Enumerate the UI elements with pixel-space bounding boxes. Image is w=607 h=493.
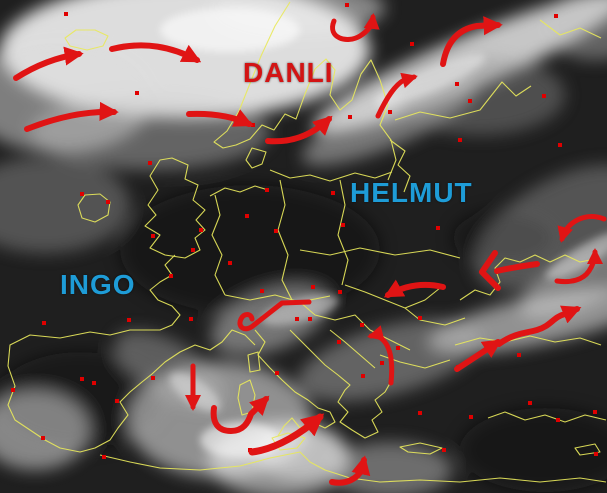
arrow-anatolia-lower <box>454 339 503 372</box>
arrow-east-inflow-upper <box>557 214 607 243</box>
city-marker <box>554 14 558 18</box>
arrow-balkan-crook <box>367 325 395 386</box>
city-marker <box>92 381 96 385</box>
city-marker <box>468 99 472 103</box>
city-marker <box>275 371 279 375</box>
city-marker <box>442 448 446 452</box>
city-marker <box>593 410 597 414</box>
city-marker <box>80 377 84 381</box>
city-marker <box>189 317 193 321</box>
country-borders <box>7 1 607 483</box>
city-marker <box>135 91 139 95</box>
pressure-system-label-ingo: INGO <box>60 269 136 300</box>
city-marker <box>295 317 299 321</box>
city-marker <box>418 316 422 320</box>
city-marker <box>151 234 155 238</box>
arrow-atlantic-lower <box>24 101 119 132</box>
city-marker <box>102 455 106 459</box>
arrow-north-sea <box>186 109 254 127</box>
city-marker <box>42 321 46 325</box>
city-marker <box>199 228 203 232</box>
city-marker <box>228 261 232 265</box>
arrow-gulf-of-bothnia <box>375 72 418 119</box>
city-marker <box>274 229 278 233</box>
city-marker <box>345 3 349 7</box>
city-marker <box>348 115 352 119</box>
city-marker <box>556 418 560 422</box>
city-marker <box>80 192 84 196</box>
city-marker <box>436 226 440 230</box>
city-marker <box>380 361 384 365</box>
city-marker <box>341 223 345 227</box>
city-marker <box>361 374 365 378</box>
city-marker <box>418 411 422 415</box>
city-marker <box>458 138 462 142</box>
arrow-south-scandinavia <box>265 115 333 145</box>
flow-arrows-layer <box>13 13 607 486</box>
arrow-sardinia-hook <box>210 395 270 434</box>
city-marker <box>115 399 119 403</box>
city-marker <box>127 318 131 322</box>
arrow-crimea-shaft <box>494 261 540 274</box>
city-marker <box>558 143 562 147</box>
arrow-anatolia-wavy <box>496 305 582 347</box>
city-marker <box>64 12 68 16</box>
arrow-sicily-northeast <box>248 413 325 456</box>
pressure-system-label-helmut: HELMUT <box>350 177 473 208</box>
arrow-ionian-hook <box>329 455 371 486</box>
city-marker <box>106 200 110 204</box>
arrow-alps-curl <box>237 299 312 332</box>
city-marker <box>331 191 335 195</box>
city-marker <box>396 346 400 350</box>
arrow-iceland-east <box>109 42 202 63</box>
arrow-black-sea-hook <box>554 248 603 285</box>
city-marker <box>191 248 195 252</box>
city-marker <box>169 274 173 278</box>
city-marker <box>245 214 249 218</box>
city-marker <box>337 340 341 344</box>
city-marker <box>542 94 546 98</box>
arrow-northeast-long <box>440 16 503 67</box>
city-marker <box>148 161 152 165</box>
city-marker <box>41 436 45 440</box>
arrow-atlantic-upper-west <box>13 46 84 81</box>
arrow-crimea-chevron <box>479 250 501 291</box>
city-marker <box>11 388 15 392</box>
city-marker <box>260 289 264 293</box>
city-marker <box>388 110 392 114</box>
city-marker <box>308 317 312 321</box>
city-marker <box>410 42 414 46</box>
city-marker <box>311 285 315 289</box>
city-marker <box>151 376 155 380</box>
city-marker <box>265 188 269 192</box>
city-marker <box>338 290 342 294</box>
city-marker <box>469 415 473 419</box>
cloud-detail-layer <box>160 8 607 458</box>
city-marker <box>594 452 598 456</box>
arrow-carpathian-west <box>383 279 446 298</box>
arrow-scandinavia-hook <box>330 13 380 42</box>
city-marker <box>517 353 521 357</box>
pressure-system-label-danli: DANLI <box>243 57 334 88</box>
city-marker <box>360 323 364 327</box>
city-marker <box>528 401 532 405</box>
city-marker <box>455 82 459 86</box>
